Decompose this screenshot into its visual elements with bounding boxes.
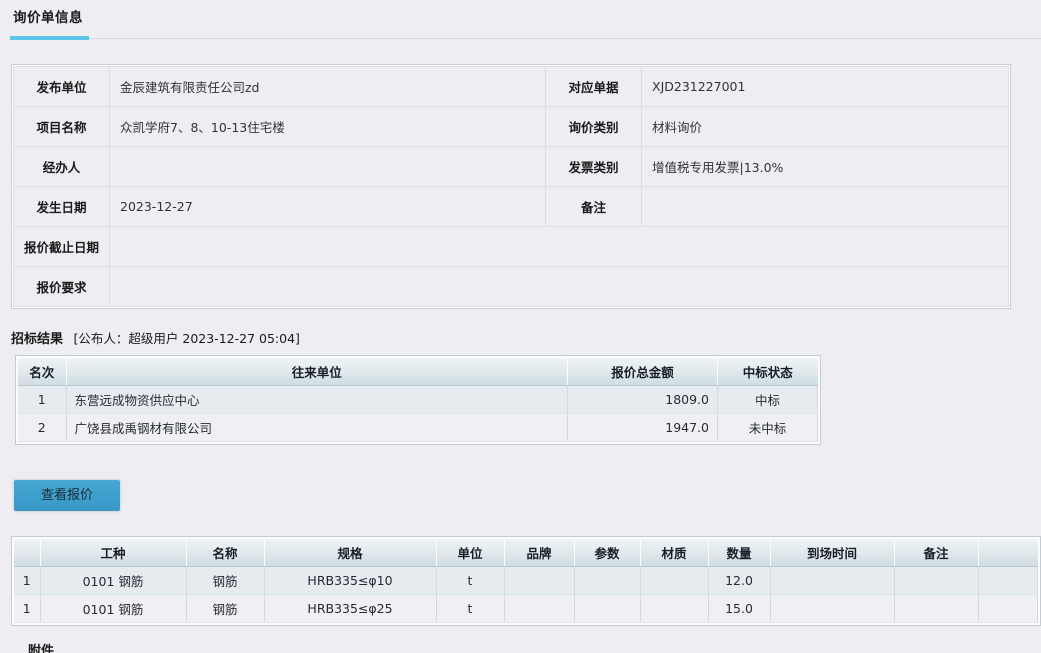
cell-spec: HRB335≤φ25: [264, 594, 437, 623]
tab-active-underline: [10, 36, 89, 40]
bid-result-table: 名次 往来单位 报价总金额 中标状态 1 东营远成物资供应中心 1809.0 中…: [15, 355, 821, 445]
cell-vendor: 东营远成物资供应中心: [66, 385, 568, 414]
field-value-inquiry-type: 材料询价: [641, 106, 1009, 147]
cell-rank: 2: [18, 413, 67, 442]
tab-bar: 询价单信息: [0, 0, 1041, 42]
column-header-index: [14, 539, 41, 567]
field-label-occur-date: 发生日期: [13, 186, 110, 227]
table-row[interactable]: 1 0101 钢筋 钢筋 HRB335≤φ10 t 12.0: [14, 566, 1038, 595]
column-header-spec[interactable]: 规格: [264, 539, 437, 567]
bid-result-meta: [公布人：超级用户 2023-12-27 05:04]: [73, 331, 300, 346]
inquiry-info-table: 发布单位 金辰建筑有限责任公司zd 对应单据 XJD231227001 项目名称…: [11, 64, 1011, 309]
cell-spec: HRB335≤φ10: [264, 566, 437, 595]
field-value-project: 众凯学府7、8、10-13住宅楼: [109, 106, 546, 147]
field-label-inquiry-type: 询价类别: [545, 106, 642, 147]
field-value-quote-deadline: [109, 226, 1009, 267]
field-value-occur-date: 2023-12-27: [109, 186, 546, 227]
column-header-remark[interactable]: 备注: [894, 539, 979, 567]
table-row: 项目名称 众凯学府7、8、10-13住宅楼 询价类别 材料询价: [13, 106, 1009, 147]
cell-index: 1: [14, 594, 41, 623]
cell-remark: [894, 594, 979, 623]
field-value-remark: [641, 186, 1009, 227]
cell-arrival: [770, 594, 895, 623]
table-row: 报价截止日期: [13, 226, 1009, 267]
cell-unit: t: [436, 594, 505, 623]
table-row[interactable]: 1 东营远成物资供应中心 1809.0 中标: [18, 385, 818, 414]
table-row: 报价要求: [13, 266, 1009, 307]
field-label-invoice-type: 发票类别: [545, 146, 642, 187]
cell-unit: t: [436, 566, 505, 595]
column-header-status[interactable]: 中标状态: [717, 358, 818, 386]
bid-result-heading: 招标结果 [公布人：超级用户 2023-12-27 05:04]: [11, 328, 300, 347]
cell-extra: [978, 566, 1038, 595]
cell-param: [574, 594, 641, 623]
field-label-quote-request: 报价要求: [13, 266, 110, 307]
cell-brand: [504, 594, 575, 623]
cell-quantity: 15.0: [708, 594, 771, 623]
cell-name: 钢筋: [186, 594, 265, 623]
field-value-handler: [109, 146, 546, 187]
cell-vendor: 广饶县成禹钢材有限公司: [66, 413, 568, 442]
column-header-brand[interactable]: 品牌: [504, 539, 575, 567]
table-row: 发布单位 金辰建筑有限责任公司zd 对应单据 XJD231227001: [13, 66, 1009, 107]
bid-result-title: 招标结果: [11, 332, 64, 347]
tab-inquiry-info[interactable]: 询价单信息: [13, 10, 83, 26]
field-label-project: 项目名称: [13, 106, 110, 147]
cell-quantity: 12.0: [708, 566, 771, 595]
column-header-rank[interactable]: 名次: [18, 358, 67, 386]
field-label-remark: 备注: [545, 186, 642, 227]
column-header-name[interactable]: 名称: [186, 539, 265, 567]
field-label-publisher: 发布单位: [13, 66, 110, 107]
materials-table: 工种 名称 规格 单位 品牌 参数 材质 数量 到场时间 备注 1 0101 钢…: [11, 536, 1041, 626]
cell-trade: 0101 钢筋: [40, 566, 187, 595]
view-quote-button[interactable]: 查看报价: [13, 479, 121, 512]
field-value-document: XJD231227001: [641, 66, 1009, 107]
field-label-document: 对应单据: [545, 66, 642, 107]
column-header-extra: [978, 539, 1038, 567]
column-header-vendor[interactable]: 往来单位: [66, 358, 568, 386]
attachments-heading: 附件: [28, 644, 55, 653]
table-row: 经办人 发票类别 增值税专用发票|13.0%: [13, 146, 1009, 187]
table-header-row: 工种 名称 规格 单位 品牌 参数 材质 数量 到场时间 备注: [14, 539, 1038, 567]
cell-material: [640, 594, 709, 623]
cell-extra: [978, 594, 1038, 623]
cell-brand: [504, 566, 575, 595]
field-value-quote-request: [109, 266, 1009, 307]
cell-amount: 1947.0: [567, 413, 718, 442]
column-header-quantity[interactable]: 数量: [708, 539, 771, 567]
cell-arrival: [770, 566, 895, 595]
cell-material: [640, 566, 709, 595]
field-value-publisher: 金辰建筑有限责任公司zd: [109, 66, 546, 107]
cell-remark: [894, 566, 979, 595]
table-row[interactable]: 2 广饶县成禹钢材有限公司 1947.0 未中标: [18, 413, 818, 442]
table-row[interactable]: 1 0101 钢筋 钢筋 HRB335≤φ25 t 15.0: [14, 594, 1038, 623]
cell-status: 未中标: [717, 413, 818, 442]
tab-bar-divider: [89, 38, 1041, 39]
cell-status: 中标: [717, 385, 818, 414]
cell-index: 1: [14, 566, 41, 595]
column-header-arrival[interactable]: 到场时间: [770, 539, 895, 567]
column-header-unit[interactable]: 单位: [436, 539, 505, 567]
cell-rank: 1: [18, 385, 67, 414]
cell-name: 钢筋: [186, 566, 265, 595]
cell-param: [574, 566, 641, 595]
column-header-param[interactable]: 参数: [574, 539, 641, 567]
field-label-handler: 经办人: [13, 146, 110, 187]
table-row: 发生日期 2023-12-27 备注: [13, 186, 1009, 227]
cell-trade: 0101 钢筋: [40, 594, 187, 623]
cell-amount: 1809.0: [567, 385, 718, 414]
column-header-material[interactable]: 材质: [640, 539, 709, 567]
column-header-amount[interactable]: 报价总金额: [567, 358, 718, 386]
table-header-row: 名次 往来单位 报价总金额 中标状态: [18, 358, 818, 386]
field-label-quote-deadline: 报价截止日期: [13, 226, 110, 267]
column-header-trade[interactable]: 工种: [40, 539, 187, 567]
field-value-invoice-type: 增值税专用发票|13.0%: [641, 146, 1009, 187]
